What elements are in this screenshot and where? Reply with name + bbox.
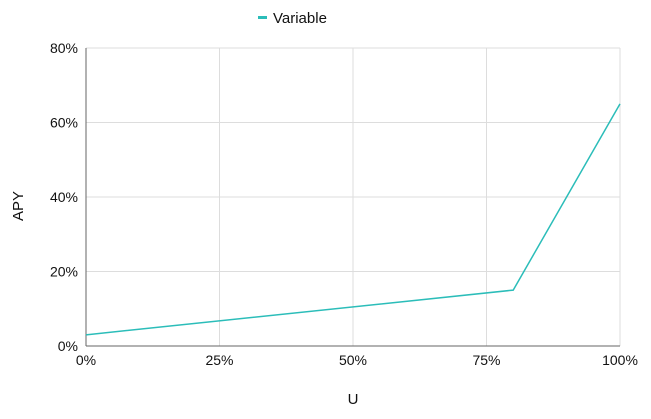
grid-lines	[85, 47, 621, 347]
x-tick-label: 100%	[602, 352, 638, 368]
legend: Variable	[258, 10, 327, 27]
y-tick-label: 60%	[50, 115, 78, 131]
y-tick-label: 0%	[58, 338, 78, 354]
x-axis-title: U	[348, 391, 359, 408]
y-tick-label: 40%	[50, 189, 78, 205]
series-layer	[85, 103, 621, 336]
x-tick-labels: 0% 25% 50% 75% 100%	[76, 352, 638, 368]
x-tick-label: 75%	[472, 352, 500, 368]
y-tick-label: 80%	[50, 40, 78, 56]
y-axis-title: APY	[10, 191, 27, 221]
y-tick-labels: 0% 20% 40% 60% 80%	[50, 40, 78, 354]
x-tick-label: 0%	[76, 352, 96, 368]
y-tick-label: 20%	[50, 264, 78, 280]
legend-swatch-variable	[258, 16, 267, 19]
x-tick-label: 25%	[205, 352, 233, 368]
legend-label-variable: Variable	[273, 10, 327, 27]
axes	[85, 48, 620, 347]
x-tick-label: 50%	[339, 352, 367, 368]
series-line-0	[85, 103, 621, 336]
